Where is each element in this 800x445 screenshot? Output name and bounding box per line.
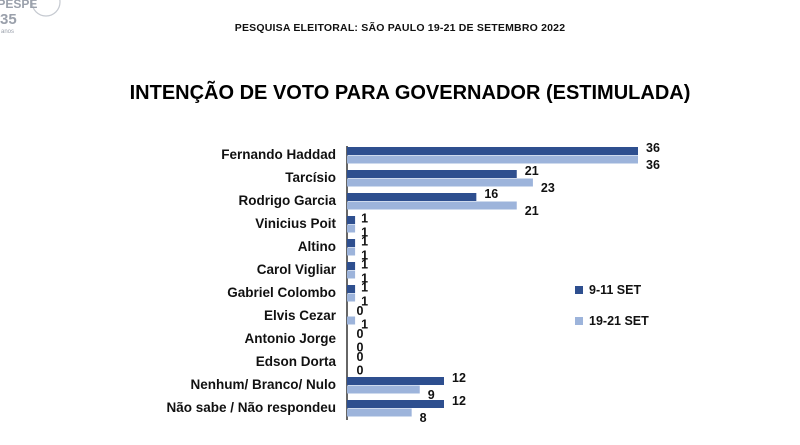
category-label: Nenhum/ Branco/ Nulo xyxy=(190,377,336,392)
data-label-series-2: 21 xyxy=(525,204,539,218)
bar-series-2 xyxy=(347,201,517,210)
data-label-series-1: 21 xyxy=(525,164,539,178)
category-label: Não sabe / Não respondeu xyxy=(166,400,336,415)
bar-series-2 xyxy=(347,408,412,417)
bar-series-2 xyxy=(347,224,356,233)
bar-series-1 xyxy=(347,285,356,293)
bar-series-2 xyxy=(347,316,356,325)
data-label-series-2: 1 xyxy=(361,226,368,240)
data-label-series-2: 1 xyxy=(361,318,368,332)
bar-series-2 xyxy=(347,155,638,164)
bar-series-1 xyxy=(347,400,444,408)
category-label: Altino xyxy=(298,239,336,254)
logo-years-word: anos xyxy=(1,29,14,35)
logo-text: IPESPE xyxy=(0,0,37,11)
data-label-series-1: 16 xyxy=(484,187,498,201)
category-label: Gabriel Colombo xyxy=(227,285,336,300)
category-label: Edson Dorta xyxy=(256,354,337,369)
data-label-series-1: 36 xyxy=(646,141,660,155)
bar-series-1 xyxy=(347,170,517,178)
data-label-series-1: 0 xyxy=(357,304,364,318)
data-label-series-1: 1 xyxy=(361,235,368,249)
data-label-series-2: 23 xyxy=(541,181,555,195)
data-label-series-1: 1 xyxy=(361,258,368,272)
legend-label: 9-11 SET xyxy=(589,283,641,297)
data-label-series-1: 12 xyxy=(452,371,466,385)
category-label: Carol Vigliar xyxy=(257,262,337,277)
legend-label: 19-21 SET xyxy=(589,314,649,328)
data-label-series-1: 0 xyxy=(357,327,364,341)
data-label-series-2: 1 xyxy=(361,272,368,286)
category-label: Antonio Jorge xyxy=(245,331,337,346)
survey-title: PESQUISA ELEITORAL: SÃO PAULO 19-21 DE S… xyxy=(234,22,566,34)
bar-series-1 xyxy=(347,377,444,385)
data-label-series-2: 1 xyxy=(361,295,368,309)
logo-years: 35 xyxy=(0,11,17,28)
data-label-series-2: 0 xyxy=(357,341,364,355)
bar-series-1 xyxy=(347,216,356,224)
bar-series-1 xyxy=(347,193,477,201)
bar-series-1 xyxy=(347,239,356,247)
ipespe-logo: IPESPE 35 anos xyxy=(0,0,61,35)
bar-series-2 xyxy=(347,293,356,302)
logo-globe-icon xyxy=(31,0,61,17)
data-label-series-1: 1 xyxy=(361,212,368,226)
legend-swatch xyxy=(575,286,583,294)
data-label-series-2: 0 xyxy=(357,364,364,378)
bar-series-2 xyxy=(347,247,356,256)
bar-series-2 xyxy=(347,385,420,394)
category-label: Rodrigo Garcia xyxy=(238,193,336,208)
bar-series-2 xyxy=(347,178,533,187)
bar-series-1 xyxy=(347,147,638,155)
category-label: Tarcísio xyxy=(285,170,336,185)
data-label-series-2: 8 xyxy=(420,411,427,425)
category-label: Vinicius Poit xyxy=(255,216,336,231)
data-label-series-2: 1 xyxy=(361,249,368,263)
data-label-series-1: 12 xyxy=(452,394,466,408)
data-label-series-2: 9 xyxy=(428,388,435,402)
category-label: Fernando Haddad xyxy=(221,147,336,162)
category-label: Elvis Cezar xyxy=(264,308,337,323)
bar-series-1 xyxy=(347,262,356,270)
data-label-series-2: 36 xyxy=(646,158,660,172)
chart-title: INTENÇÃO DE VOTO PARA GOVERNADOR (ESTIMU… xyxy=(129,82,691,104)
data-label-series-1: 0 xyxy=(357,350,364,364)
bar-series-2 xyxy=(347,270,356,279)
data-label-series-1: 1 xyxy=(361,281,368,295)
legend-swatch xyxy=(575,317,583,325)
